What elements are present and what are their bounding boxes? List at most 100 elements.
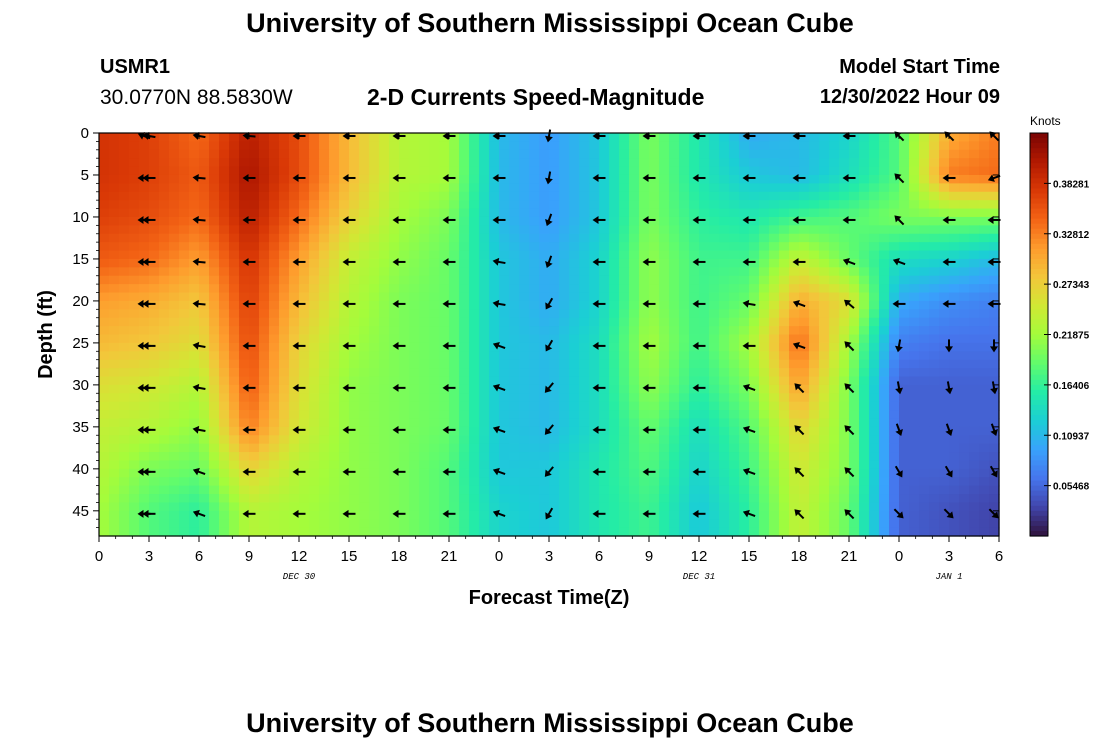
heatmap-cell	[649, 141, 660, 151]
heatmap-cell	[849, 368, 860, 378]
heatmap-cell	[509, 275, 520, 285]
heatmap-cell	[639, 494, 650, 504]
heatmap-cell	[699, 435, 710, 445]
heatmap-cell	[449, 250, 460, 260]
heatmap-cell	[669, 275, 680, 285]
current-arrow	[692, 467, 706, 476]
current-arrow	[844, 467, 855, 478]
heatmap-cell	[969, 368, 980, 378]
heatmap-cell	[319, 191, 330, 201]
heatmap-cell	[99, 452, 110, 462]
heatmap-cell	[389, 174, 400, 184]
heatmap-cell	[269, 158, 280, 168]
heatmap-cell	[699, 284, 710, 294]
heatmap-cell	[679, 284, 690, 294]
x-tick-label: 12	[691, 548, 708, 565]
heatmap-cell	[539, 452, 550, 462]
heatmap-cell	[159, 300, 170, 310]
heatmap-cell	[299, 216, 310, 226]
current-arrow	[142, 215, 156, 224]
arrow-head	[142, 383, 149, 392]
heatmap-cell	[149, 225, 160, 235]
heatmap-cell	[809, 191, 820, 201]
heatmap-cell	[149, 384, 160, 394]
heatmap-cell	[879, 410, 890, 420]
heatmap-cell	[139, 191, 150, 201]
heatmap-cell	[369, 435, 380, 445]
heatmap-cell	[349, 242, 360, 252]
heatmap-cell	[839, 149, 850, 159]
heatmap-cell	[929, 426, 940, 436]
heatmap-cell	[99, 418, 110, 428]
heatmap-cell	[989, 250, 1000, 260]
x-tick-label: 3	[545, 548, 553, 565]
heatmap-cell	[469, 510, 480, 520]
arrow-head	[792, 132, 799, 140]
heatmap-cell	[499, 267, 510, 277]
heatmap-cell	[299, 510, 310, 520]
heatmap-cell	[199, 191, 210, 201]
heatmap-cell	[979, 141, 990, 151]
heatmap-cell	[149, 342, 160, 352]
heatmap-cell	[899, 208, 910, 218]
heatmap-cell	[119, 166, 130, 176]
heatmap-cell	[779, 452, 790, 462]
heatmap-cell	[419, 384, 430, 394]
heatmap-cell	[449, 443, 460, 453]
heatmap-cell	[779, 208, 790, 218]
heatmap-cell	[559, 174, 570, 184]
chart-subtitle: 2-D Currents Speed-Magnitude	[367, 84, 705, 110]
heatmap-cell	[969, 166, 980, 176]
heatmap-cell	[689, 225, 700, 235]
heatmap-cell	[589, 368, 600, 378]
heatmap-cell	[979, 393, 990, 403]
heatmap-cell	[509, 376, 520, 386]
heatmap-cell	[959, 267, 970, 277]
heatmap-cell	[779, 384, 790, 394]
heatmap-cell	[839, 250, 850, 260]
heatmap-cell	[469, 393, 480, 403]
heatmap-cell	[289, 460, 300, 470]
heatmap-cell	[329, 494, 340, 504]
heatmap-cell	[799, 174, 810, 184]
heatmap-cell	[109, 510, 120, 520]
heatmap-cell	[299, 174, 310, 184]
heatmap-cell	[749, 401, 760, 411]
heatmap-cell	[179, 368, 190, 378]
heatmap-cell	[899, 267, 910, 277]
heatmap-cell	[529, 510, 540, 520]
heatmap-cell	[199, 418, 210, 428]
current-arrow	[642, 509, 656, 518]
heatmap-cell	[269, 519, 280, 529]
heatmap-cell	[429, 452, 440, 462]
heatmap-cell	[689, 460, 700, 470]
heatmap-cell	[169, 393, 180, 403]
heatmap-cell	[489, 435, 500, 445]
heatmap-cell	[109, 191, 120, 201]
heatmap-cell	[239, 242, 250, 252]
heatmap-cell	[439, 158, 450, 168]
heatmap-cell	[239, 468, 250, 478]
heatmap-cell	[959, 183, 970, 193]
heatmap-cell	[589, 435, 600, 445]
heatmap-cell	[689, 485, 700, 495]
heatmap-cell	[729, 326, 740, 336]
heatmap-cell	[389, 418, 400, 428]
arrow-head	[942, 173, 949, 182]
arrow-head	[842, 258, 850, 266]
heatmap-cell	[209, 494, 220, 504]
heatmap-cell	[249, 300, 260, 310]
heatmap-cell	[409, 158, 420, 168]
heatmap-cell	[389, 233, 400, 243]
current-arrow	[392, 383, 406, 392]
heatmap-cell	[899, 183, 910, 193]
heatmap-cell	[899, 216, 910, 226]
heatmap-cell	[689, 208, 700, 218]
heatmap-cell	[729, 384, 740, 394]
heatmap-cell	[369, 284, 380, 294]
heatmap-cell	[519, 410, 530, 420]
heatmap-cell	[219, 342, 230, 352]
heatmap-cell	[119, 384, 130, 394]
heatmap-cell	[859, 334, 870, 344]
heatmap-cell	[559, 452, 570, 462]
